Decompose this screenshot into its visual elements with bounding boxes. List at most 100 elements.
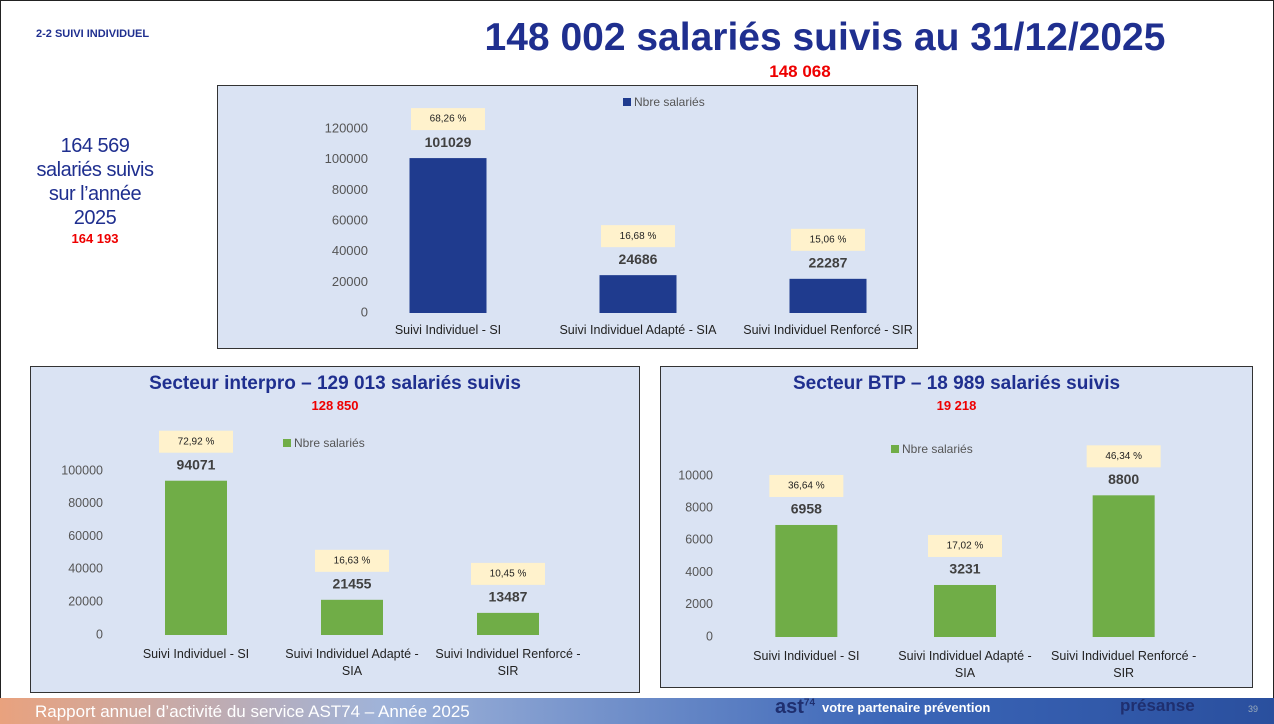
data-label: 3231 [949,561,980,577]
x-tick-label: Suivi Individuel Adapté - SIA [559,323,717,337]
year-line: sur l’année [48,183,142,205]
y-tick-label: 0 [361,304,368,319]
legend: Nbre salariés [283,436,365,450]
x-tick-label: Suivi Individuel - SI [394,323,502,337]
x-tick-label: Suivi Individuel Adapté - SIA [898,649,1032,680]
footer-text: Rapport annuel d’activité du service AST… [35,702,470,721]
section-label: 2-2 SUIVI INDIVIDUEL [36,28,150,40]
annotation-box [159,430,233,453]
headline: 148 002 salariés suivis au 31/12/2025 [484,16,1166,59]
annotation-box [1086,445,1161,468]
chart-panel: 0 2000 4000 6000 8000 10000 6958 36,64 % 3231 17,… [660,366,1253,688]
headline-correction: 148 068 [769,62,831,81]
x-tick-label: Suivi Individuel Renforcé - SIR [435,647,581,678]
chart-plot: 0 2000 4000 6000 8000 10000 6958 36,64 % 3231 17,… [678,445,1161,643]
bar [321,599,383,635]
x-tick-label: Suivi Individuel - SI [753,649,860,663]
chart-plot: 0 20000 40000 60000 80000 100000 120000 101029 6… [325,108,867,319]
bar [934,584,996,637]
data-label: 101029 [425,134,472,150]
brand-sup: 74 [803,697,816,709]
chart-subtitle: 128 850 [311,398,359,413]
y-tick-label: 6000 [685,533,713,547]
bar [165,480,227,635]
y-tick-label: 0 [96,627,103,641]
annotation: 15,06 % [810,234,847,245]
y-tick-label: 10000 [678,468,713,482]
x-tick-label: Suivi Individuel - SI [142,647,250,661]
y-tick-label: 60000 [332,212,368,227]
y-tick-label: 60000 [68,529,103,543]
bar [409,158,487,313]
y-tick-label: 120000 [325,120,368,135]
annotation-box [928,534,1002,557]
tagline: votre partenaire prévention [822,700,991,715]
annotation: 46,34 % [1105,451,1142,462]
data-label: 6958 [791,501,822,517]
chart-panel: 0 20000 40000 60000 80000 100000 94071 72,92 % 2… [30,366,640,693]
legend-swatch [283,439,291,447]
annotation-box [315,549,389,572]
x-tick-label: Suivi Individuel Renforcé - SIR [1051,649,1197,680]
annotation: 72,92 % [178,436,215,447]
chart-title: Secteur BTP – 18 989 salariés suivis [792,373,1121,394]
partner-logo: présanse [1120,696,1195,715]
y-tick-label: 80000 [68,496,103,510]
legend-swatch [891,445,899,453]
annotation-box [411,108,485,131]
year-line: 164 569 [60,135,130,157]
annotation-box [471,562,545,585]
brand: ast [775,696,804,718]
y-tick-label: 40000 [68,562,103,576]
bar [775,524,838,637]
y-tick-label: 100000 [61,463,103,477]
footer-band [0,698,1274,724]
chart-plot: 0 20000 40000 60000 80000 100000 94071 72,92 % 2… [61,430,545,641]
annotation-box [769,474,844,497]
data-label: 94071 [177,456,216,472]
bar [789,278,867,313]
chart-subtitle: 19 218 [936,398,977,413]
y-tick-label: 40000 [332,243,368,258]
data-label: 22287 [809,255,848,271]
bar [1092,495,1155,637]
legend-label: Nbre salariés [294,436,365,450]
y-tick-label: 20000 [332,274,368,289]
y-tick-label: 4000 [685,565,713,579]
year-correction: 164 193 [71,231,119,246]
year-line: 2025 [73,207,117,229]
data-label: 24686 [619,251,658,267]
y-tick-label: 100000 [325,151,368,166]
legend-label: Nbre salariés [634,95,705,109]
data-label: 13487 [489,589,528,605]
annotation: 17,02 % [947,541,984,552]
year-total: 164 569 salariés suivis sur l’année 2025… [20,134,170,248]
annotation: 10,45 % [490,569,527,580]
y-tick-label: 20000 [68,594,103,608]
bar [477,612,539,635]
chart-panel: 0 20000 40000 60000 80000 100000 120000 101029 6… [217,85,918,349]
y-tick-label: 0 [706,629,713,643]
bar [599,275,677,313]
y-tick-label: 80000 [332,182,368,197]
annotation-box [601,225,675,248]
page-number: 39 [1248,704,1259,714]
annotation: 36,64 % [788,481,825,492]
data-label: 21455 [333,576,372,592]
y-tick-label: 8000 [685,500,713,514]
annotation-box [791,228,865,251]
annotation: 16,68 % [620,231,657,242]
legend-swatch [623,98,631,106]
brand-logo: ast74 [775,696,815,719]
legend-label: Nbre salariés [902,442,973,456]
data-label: 8800 [1108,471,1139,487]
year-line: salariés suivis [36,159,154,181]
chart-title: Secteur interpro – 129 013 salariés suiv… [149,373,521,394]
y-tick-label: 2000 [685,597,713,611]
x-tick-label: Suivi Individuel Adapté - SIA [285,647,419,678]
annotation: 68,26 % [430,114,467,125]
x-tick-label: Suivi Individuel Renforcé - SIR [743,323,913,337]
legend: Nbre salariés [623,95,705,109]
annotation: 16,63 % [334,555,371,566]
